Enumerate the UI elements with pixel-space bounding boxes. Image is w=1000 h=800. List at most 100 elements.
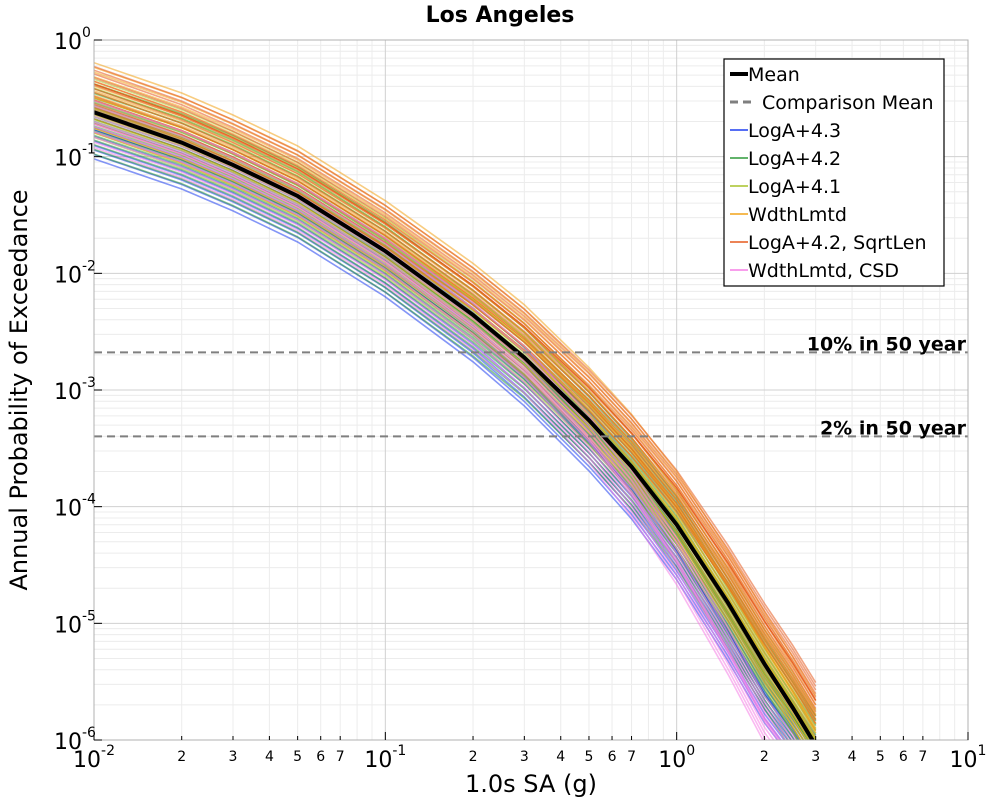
series-line <box>94 148 790 740</box>
legend-label: LogA+4.1 <box>748 176 841 198</box>
series-line <box>94 108 816 740</box>
series-line <box>94 106 817 740</box>
y-tick-base: 10 <box>54 147 82 172</box>
series-line-center <box>94 118 809 740</box>
x-minor-tick-label: 3 <box>520 749 529 765</box>
y-tick-label: 10-4 <box>54 492 96 522</box>
y-tick-exponent: -4 <box>82 492 96 508</box>
series-line <box>94 109 816 740</box>
series-line <box>94 91 817 709</box>
legend-label: WdthLmtd <box>748 204 847 226</box>
x-tick-exponent: 1 <box>978 743 987 759</box>
y-tick-label: 10-5 <box>54 608 96 638</box>
x-tick-exponent: 0 <box>686 743 695 759</box>
series-line <box>94 113 813 740</box>
y-tick-base: 10 <box>54 613 82 638</box>
series-line <box>94 125 779 740</box>
x-minor-tick-label: 4 <box>556 749 565 765</box>
reference-lines: 10% in 50 year 2% in 50 year <box>94 333 968 439</box>
series-line <box>94 129 802 740</box>
series-line <box>94 100 797 740</box>
series-line <box>94 105 794 740</box>
series-line <box>94 122 807 740</box>
series-line <box>94 153 787 740</box>
x-minor-tick-label: 2 <box>177 749 186 765</box>
series-line <box>94 105 817 739</box>
series-line <box>94 141 768 740</box>
series-line <box>94 87 817 706</box>
series-line-center <box>94 83 817 701</box>
series-line <box>94 103 817 739</box>
series-line <box>94 69 817 687</box>
x-minor-tick-label: 2 <box>760 749 769 765</box>
series-line <box>94 73 817 691</box>
chart-title: Los Angeles <box>426 3 575 28</box>
x-minor-tick-label: 3 <box>229 749 238 765</box>
series-line <box>94 108 813 740</box>
legend: Mean Comparison Mean LogA+4.3 LogA+4.2 LogA+… <box>723 58 945 287</box>
y-tick-exponent: -1 <box>82 142 96 158</box>
x-minor-tick-label: 6 <box>608 749 617 765</box>
series-line <box>94 131 775 740</box>
y-axis-label: Annual Probability of Exceedance <box>5 189 33 590</box>
mean-curve <box>94 110 815 740</box>
y-tick-label: 10-1 <box>54 142 96 172</box>
series-line <box>94 76 817 695</box>
x-minor-tick-label: 4 <box>848 749 857 765</box>
curve-bundle-loga-4-3 <box>94 99 817 740</box>
x-tick-exponent: -2 <box>101 743 115 759</box>
curve-ensemble <box>94 61 817 740</box>
series-line <box>94 127 805 740</box>
x-minor-tick-label: 5 <box>876 749 885 765</box>
legend-box <box>723 58 945 287</box>
series-line <box>94 126 802 740</box>
x-minor-tick-label: 6 <box>316 749 325 765</box>
x-tick-label: 101 <box>950 743 987 773</box>
x-tick-exponent: -1 <box>392 743 406 759</box>
x-tick-base: 10 <box>364 748 392 773</box>
series-line <box>94 136 771 740</box>
series-line <box>94 143 793 740</box>
series-line <box>94 115 787 740</box>
x-minor-tick-label: 7 <box>336 749 345 765</box>
series-line <box>94 117 810 740</box>
x-axis-label: 1.0s SA (g) <box>465 770 597 798</box>
series-line <box>94 149 786 740</box>
series-line <box>94 158 779 740</box>
series-line <box>94 102 817 721</box>
legend-label: LogA+4.2, SqrtLen <box>748 232 927 254</box>
x-tick-label: 10-2 <box>73 743 115 773</box>
series-line <box>94 113 810 740</box>
y-tick-base: 10 <box>54 730 82 755</box>
x-tick-base: 10 <box>950 748 978 773</box>
series-line <box>94 104 816 740</box>
series-line <box>94 80 817 698</box>
y-tick-exponent: -5 <box>82 608 96 624</box>
y-tick-base: 10 <box>54 497 82 522</box>
y-tick-label: 100 <box>54 25 91 55</box>
y-tick-label: 10-6 <box>54 725 96 755</box>
series-line <box>94 110 790 740</box>
y-tick-label: 10-3 <box>54 375 96 405</box>
x-tick-base: 10 <box>658 748 686 773</box>
y-tick-base: 10 <box>54 263 82 288</box>
series-line <box>94 95 817 713</box>
x-minor-tick-label: 6 <box>899 749 908 765</box>
series-line <box>94 115 811 740</box>
x-minor-tick-label: 2 <box>469 749 478 765</box>
curve-bundle-loga-4-2-sqrtlen <box>94 65 817 724</box>
y-tick-exponent: 0 <box>82 25 91 41</box>
series-line <box>94 122 805 740</box>
series-line <box>94 131 802 740</box>
series-line <box>94 118 810 740</box>
x-tick-label: 10-1 <box>364 743 406 773</box>
legend-label: WdthLmtd, CSD <box>748 260 899 282</box>
y-tick-exponent: -3 <box>82 375 96 391</box>
series-line <box>94 140 793 740</box>
legend-label: Comparison Mean <box>762 92 934 114</box>
legend-label: LogA+4.2 <box>748 148 841 170</box>
x-minor-tick-label: 7 <box>627 749 636 765</box>
x-minor-tick-label: 4 <box>265 749 274 765</box>
series-line <box>94 127 805 740</box>
